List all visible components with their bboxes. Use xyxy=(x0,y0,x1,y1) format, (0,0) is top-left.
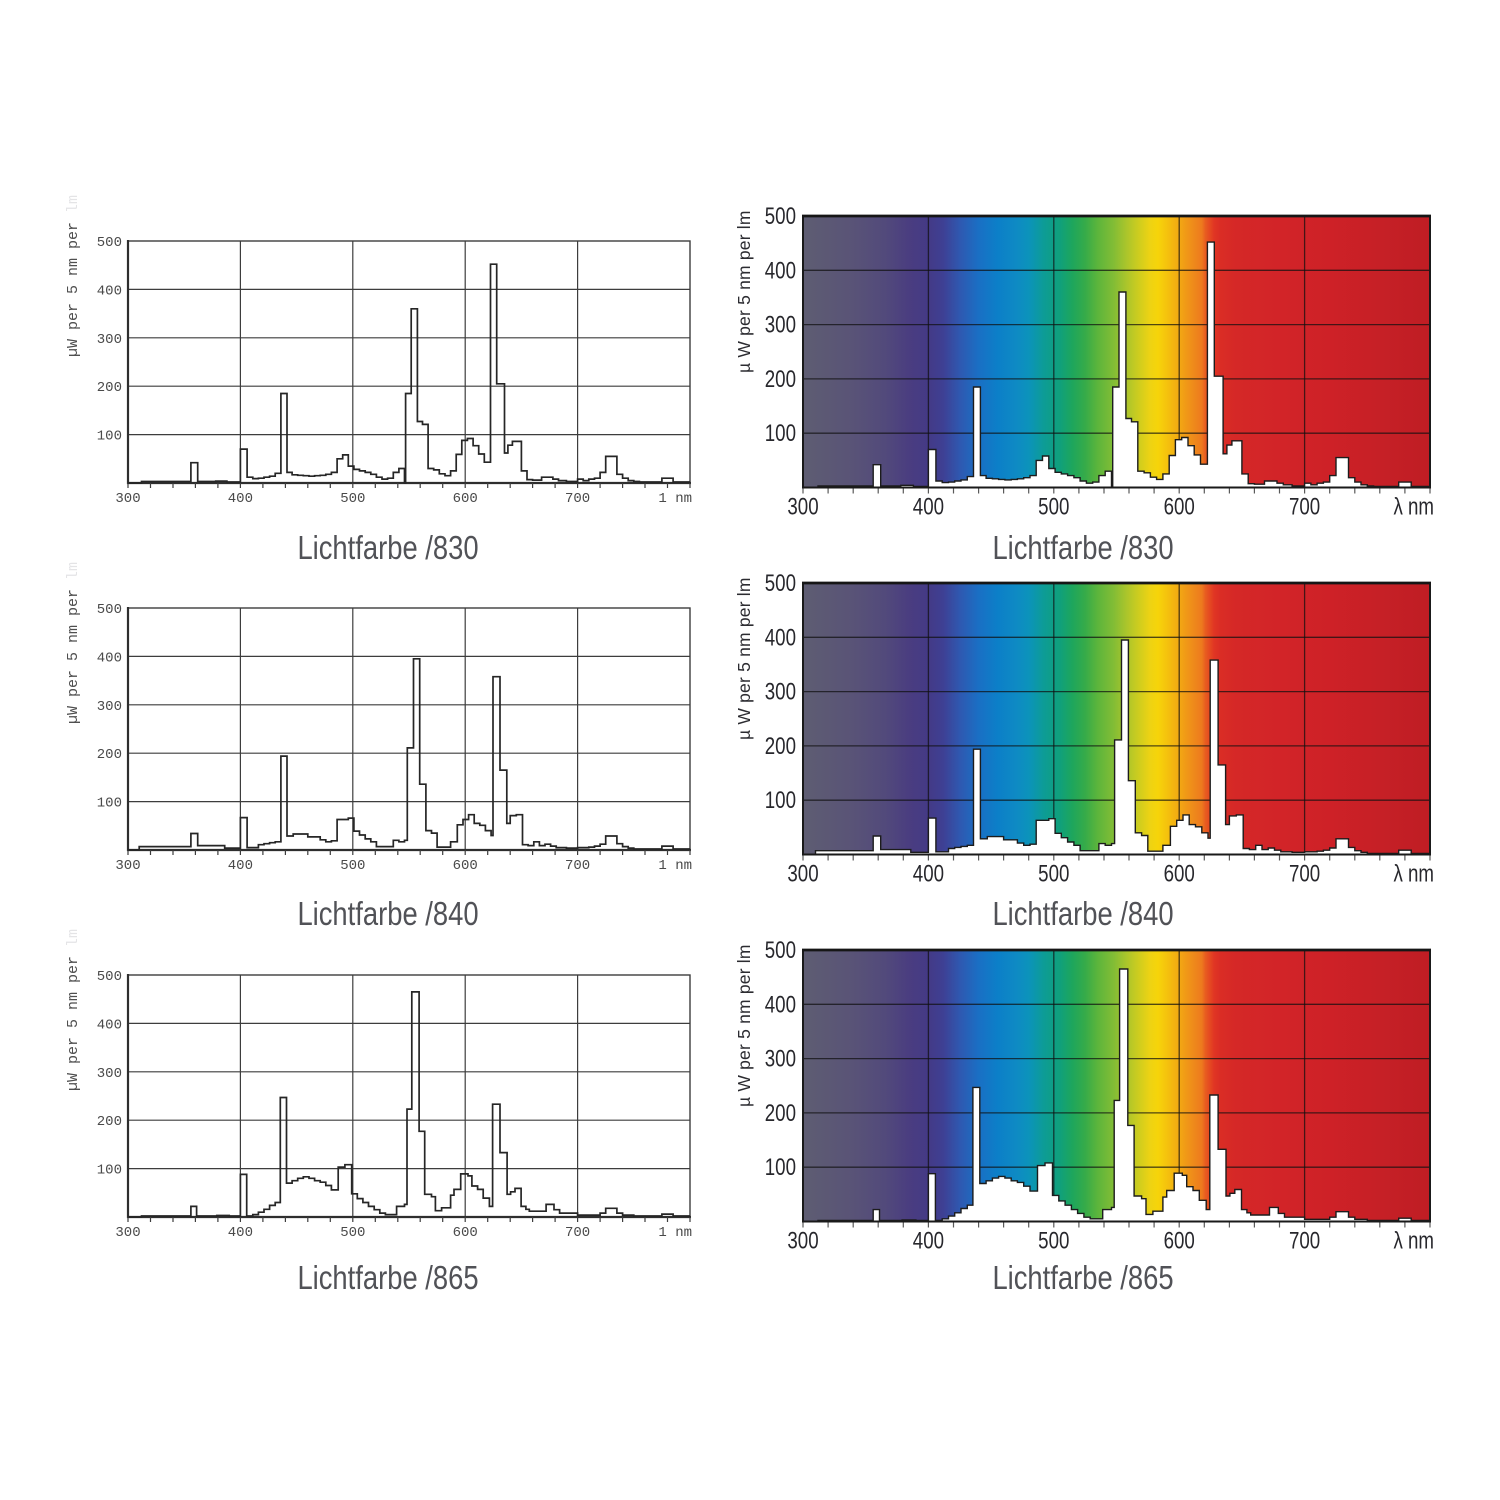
svg-text:600: 600 xyxy=(453,1225,478,1241)
svg-text:lm: lm xyxy=(65,929,82,947)
svg-text:300: 300 xyxy=(115,858,140,874)
svg-text:600: 600 xyxy=(453,858,478,874)
svg-text:Lichtfarbe /830: Lichtfarbe /830 xyxy=(992,531,1173,567)
svg-text:1 nm: 1 nm xyxy=(658,491,692,507)
svg-text:300: 300 xyxy=(115,1225,140,1241)
svg-text:400: 400 xyxy=(228,1225,253,1241)
svg-text:200: 200 xyxy=(97,747,122,763)
svg-text:300: 300 xyxy=(97,699,122,715)
svg-text:λ nm: λ nm xyxy=(1393,493,1434,520)
svg-text:1 nm: 1 nm xyxy=(658,858,692,874)
svg-text:700: 700 xyxy=(1289,860,1320,887)
svg-text:300: 300 xyxy=(115,491,140,507)
svg-text:500: 500 xyxy=(1038,1227,1069,1254)
svg-text:500: 500 xyxy=(1038,860,1069,887)
svg-text:Lichtfarbe /840: Lichtfarbe /840 xyxy=(992,897,1173,933)
svg-text:µW per 5 nm per: µW per 5 nm per xyxy=(65,589,82,724)
svg-text:600: 600 xyxy=(1164,493,1195,520)
svg-text:400: 400 xyxy=(97,283,122,299)
svg-text:µ W per 5 nm per lm: µ W per 5 nm per lm xyxy=(734,944,754,1107)
svg-text:500: 500 xyxy=(97,235,122,251)
svg-text:µW per 5 nm per: µW per 5 nm per xyxy=(65,222,82,357)
svg-text:300: 300 xyxy=(765,1045,796,1072)
svg-text:700: 700 xyxy=(565,1225,590,1241)
svg-text:500: 500 xyxy=(340,491,365,507)
svg-text:600: 600 xyxy=(1164,1227,1195,1254)
svg-text:Lichtfarbe /865: Lichtfarbe /865 xyxy=(297,1261,478,1297)
svg-text:400: 400 xyxy=(765,257,796,284)
svg-text:500: 500 xyxy=(765,570,796,597)
svg-text:500: 500 xyxy=(340,1225,365,1241)
svg-text:Lichtfarbe /840: Lichtfarbe /840 xyxy=(297,897,478,933)
svg-text:400: 400 xyxy=(97,1017,122,1033)
svg-text:400: 400 xyxy=(97,650,122,666)
svg-text:100: 100 xyxy=(97,796,122,812)
svg-text:200: 200 xyxy=(97,1114,122,1130)
svg-text:200: 200 xyxy=(765,733,796,760)
svg-text:500: 500 xyxy=(97,969,122,985)
svg-text:300: 300 xyxy=(765,311,796,338)
svg-text:lm: lm xyxy=(65,195,82,213)
svg-text:Lichtfarbe /865: Lichtfarbe /865 xyxy=(992,1261,1173,1297)
svg-text:300: 300 xyxy=(787,860,818,887)
svg-text:300: 300 xyxy=(765,678,796,705)
svg-text:200: 200 xyxy=(765,1100,796,1127)
svg-text:100: 100 xyxy=(765,420,796,447)
svg-text:600: 600 xyxy=(1164,860,1195,887)
svg-text:400: 400 xyxy=(913,1227,944,1254)
svg-text:500: 500 xyxy=(765,937,796,964)
svg-text:λ nm: λ nm xyxy=(1393,860,1434,887)
svg-text:400: 400 xyxy=(765,624,796,651)
svg-text:100: 100 xyxy=(765,787,796,814)
svg-text:µW per 5 nm per: µW per 5 nm per xyxy=(65,956,82,1091)
svg-text:500: 500 xyxy=(765,203,796,230)
svg-text:100: 100 xyxy=(765,1154,796,1181)
svg-text:500: 500 xyxy=(97,602,122,618)
svg-text:400: 400 xyxy=(765,991,796,1018)
svg-text:700: 700 xyxy=(1289,493,1320,520)
svg-text:µ W per 5 nm per lm: µ W per 5 nm per lm xyxy=(734,577,754,740)
svg-text:200: 200 xyxy=(765,366,796,393)
svg-text:400: 400 xyxy=(913,493,944,520)
svg-text:400: 400 xyxy=(228,858,253,874)
svg-text:300: 300 xyxy=(787,1227,818,1254)
svg-text:300: 300 xyxy=(97,332,122,348)
svg-text:µ W per 5 nm per lm: µ W per 5 nm per lm xyxy=(734,210,754,373)
svg-text:700: 700 xyxy=(565,491,590,507)
svg-text:400: 400 xyxy=(913,860,944,887)
svg-text:300: 300 xyxy=(97,1066,122,1082)
svg-text:400: 400 xyxy=(228,491,253,507)
svg-text:Lichtfarbe /830: Lichtfarbe /830 xyxy=(297,531,478,567)
svg-text:100: 100 xyxy=(97,1163,122,1179)
svg-text:700: 700 xyxy=(1289,1227,1320,1254)
svg-text:200: 200 xyxy=(97,380,122,396)
svg-text:lm: lm xyxy=(65,562,82,580)
svg-text:1 nm: 1 nm xyxy=(658,1225,692,1241)
svg-text:500: 500 xyxy=(340,858,365,874)
svg-text:λ nm: λ nm xyxy=(1393,1227,1434,1254)
svg-text:100: 100 xyxy=(97,429,122,445)
svg-text:600: 600 xyxy=(453,491,478,507)
svg-text:300: 300 xyxy=(787,493,818,520)
svg-text:700: 700 xyxy=(565,858,590,874)
svg-text:500: 500 xyxy=(1038,493,1069,520)
